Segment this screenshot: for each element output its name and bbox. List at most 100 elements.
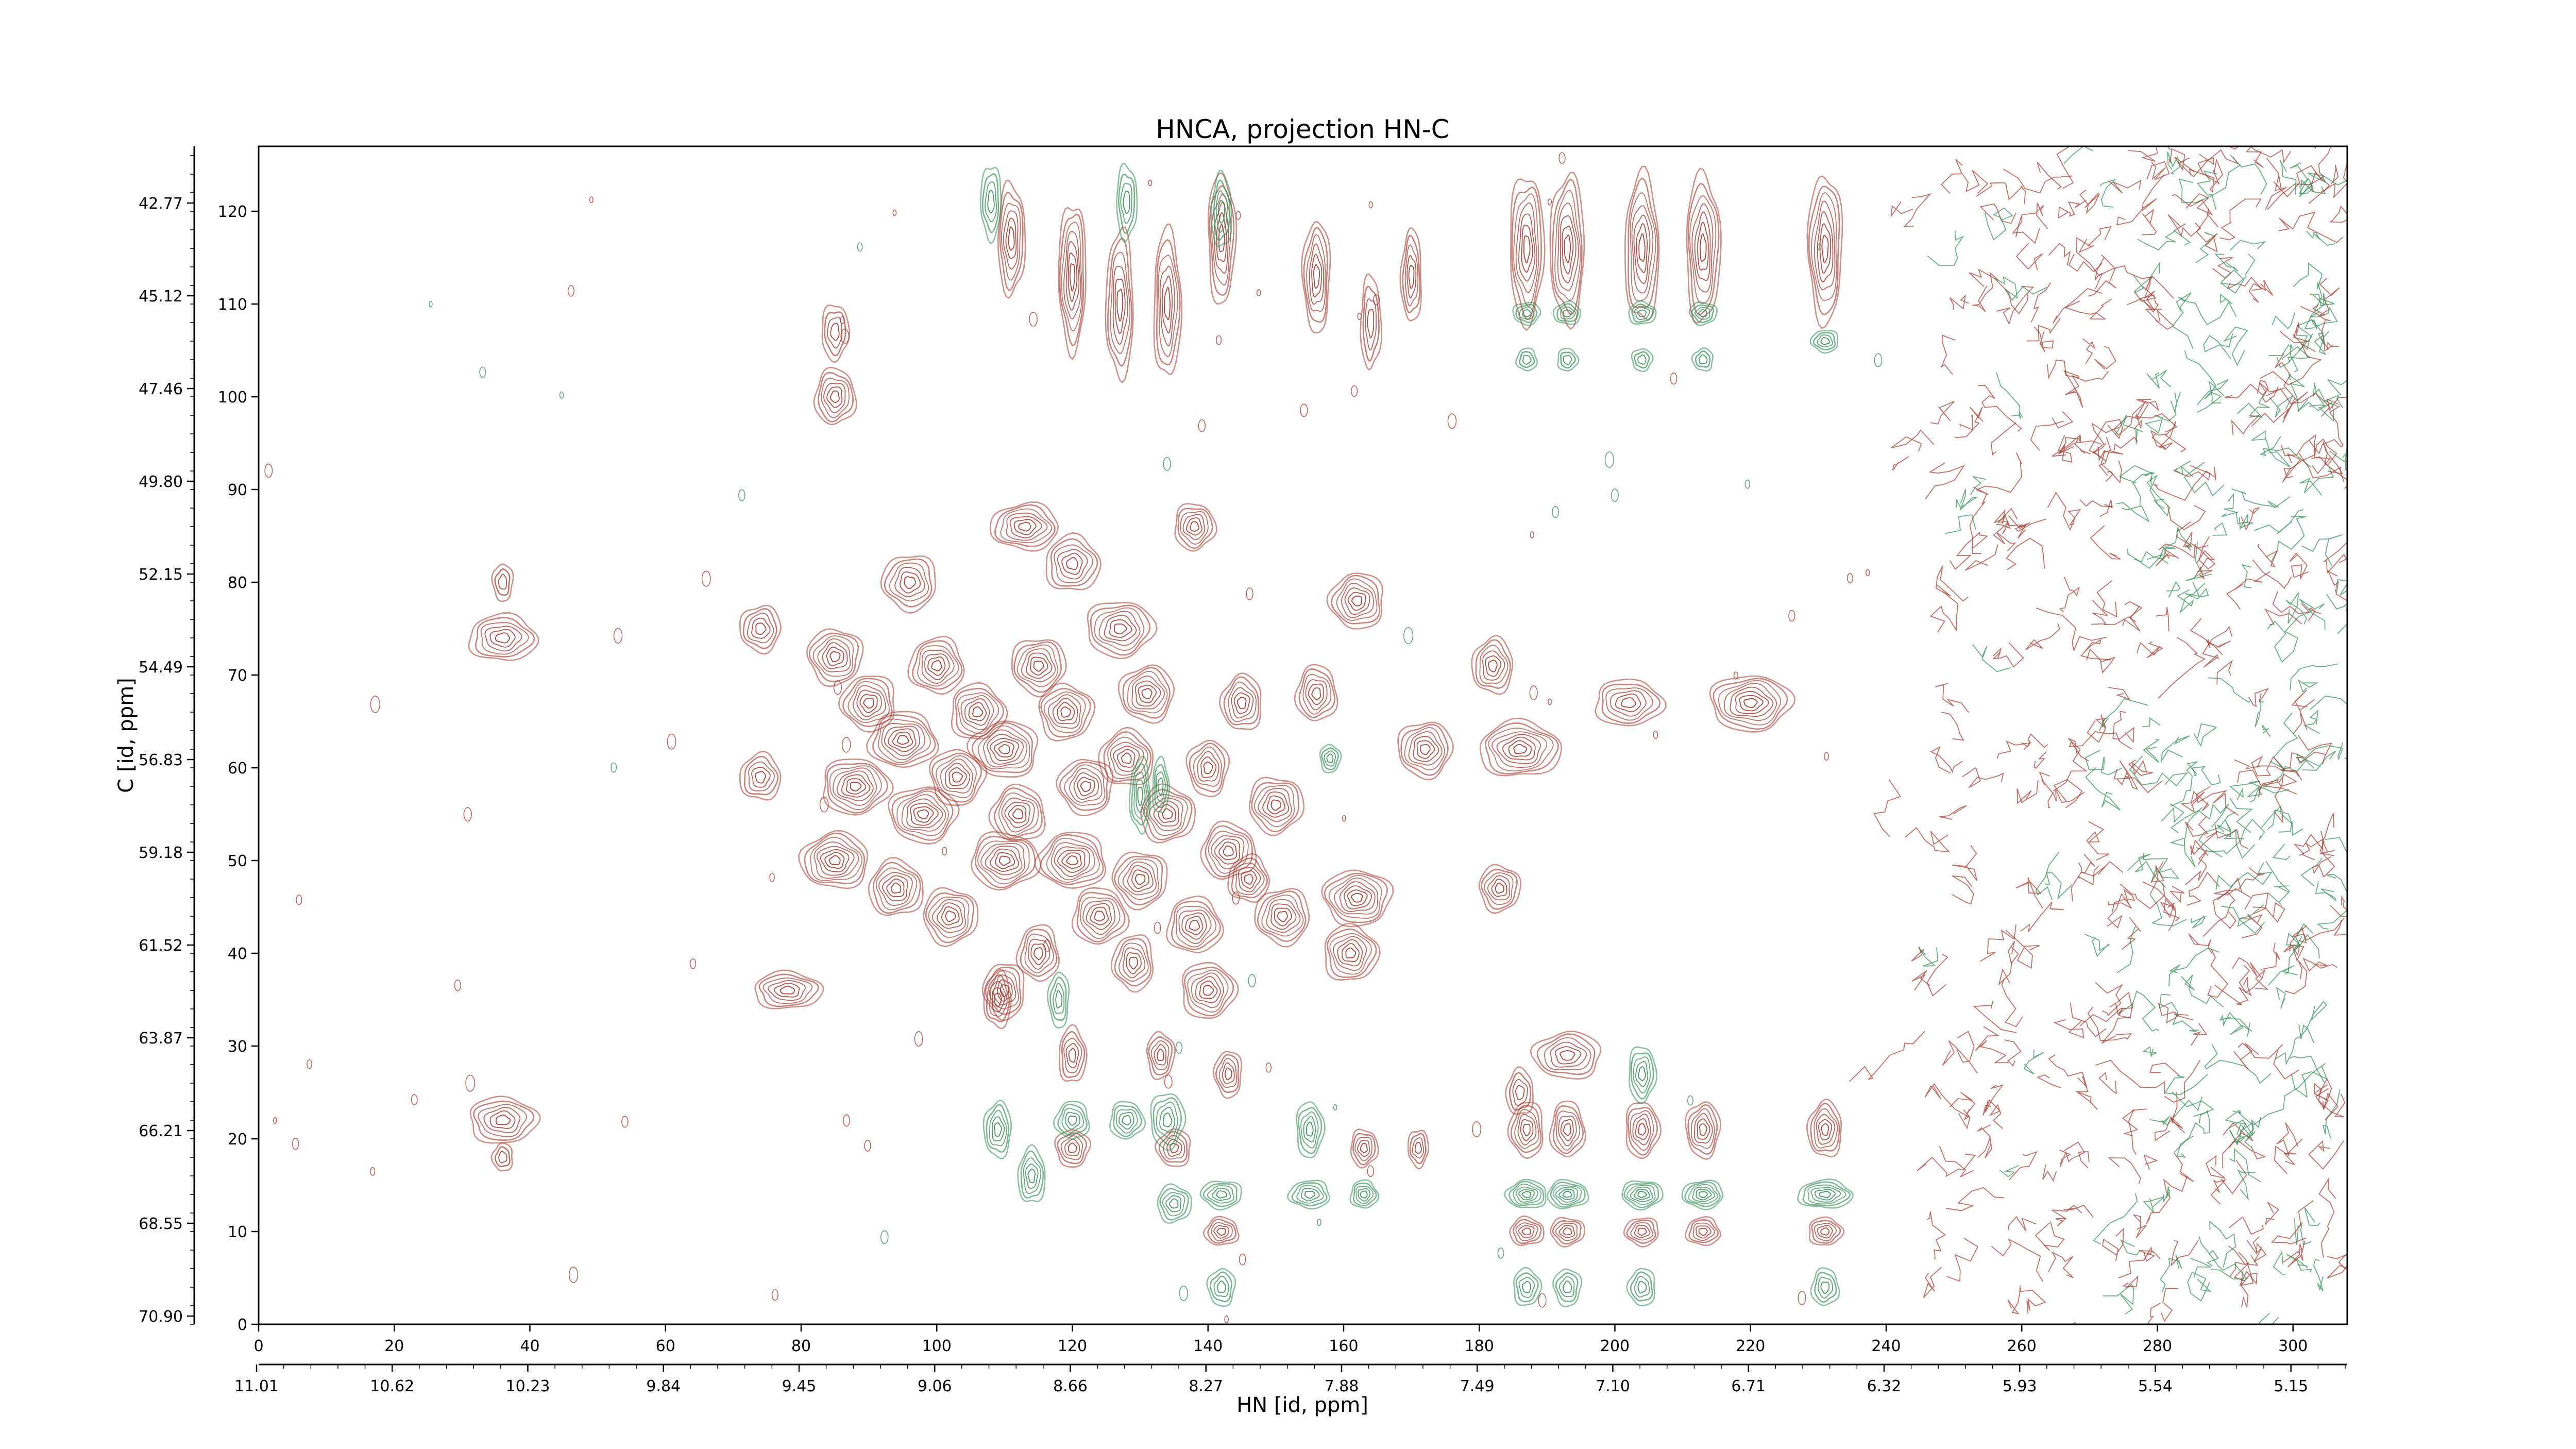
noise-contour bbox=[2142, 881, 2180, 922]
y-index-tick-label: 10 bbox=[228, 1223, 247, 1241]
noise-contour bbox=[2219, 1012, 2253, 1035]
noise-contour bbox=[2122, 1109, 2139, 1137]
noise-contour bbox=[2270, 516, 2307, 562]
noise-contour bbox=[1918, 947, 1939, 967]
noise-contour bbox=[2059, 577, 2080, 613]
x-index-tick-label: 0 bbox=[253, 1337, 263, 1355]
noise-contour bbox=[2113, 402, 2149, 436]
noise-contour bbox=[1996, 285, 2035, 325]
y-index-tick-label: 80 bbox=[228, 574, 247, 592]
noise-contour bbox=[2293, 834, 2324, 861]
noise-contour bbox=[2115, 414, 2144, 445]
noise-contour bbox=[2227, 146, 2291, 164]
noise-contour bbox=[2297, 399, 2334, 423]
noise-contour bbox=[1972, 644, 2011, 672]
noise-blip bbox=[1824, 752, 1829, 761]
x-index-tick-label: 60 bbox=[656, 1337, 675, 1355]
noise-blip bbox=[1367, 1165, 1375, 1177]
noise-contour bbox=[2266, 611, 2312, 663]
noise-contour bbox=[1964, 544, 1998, 571]
noise-blip bbox=[559, 391, 564, 399]
noise-contour bbox=[2169, 886, 2185, 903]
peak-55 bbox=[1015, 924, 1060, 982]
noise-contour bbox=[2158, 543, 2209, 559]
peak-12 bbox=[823, 759, 894, 816]
noise-contour bbox=[2283, 943, 2304, 962]
noise-blip bbox=[1351, 385, 1358, 397]
noise-contour bbox=[2291, 689, 2315, 711]
peak-3 bbox=[490, 1142, 513, 1172]
noise-blip bbox=[1216, 335, 1222, 345]
noise-contour bbox=[2299, 599, 2326, 631]
noise-contour bbox=[2063, 146, 2093, 164]
noise-contour bbox=[1941, 159, 1963, 194]
peak-113 bbox=[1512, 301, 1541, 326]
noise-contour bbox=[2116, 502, 2150, 523]
peak-9 bbox=[806, 628, 864, 687]
noise-contour bbox=[2212, 522, 2228, 536]
noise-contour bbox=[2236, 1169, 2256, 1201]
noise-contour bbox=[2122, 917, 2141, 950]
noise-contour bbox=[1996, 372, 2023, 419]
noise-contour bbox=[2289, 552, 2309, 580]
noise-blip bbox=[429, 300, 433, 308]
noise-contour bbox=[2290, 162, 2314, 195]
peak-16 bbox=[923, 887, 979, 948]
peak-121 bbox=[1691, 347, 1714, 372]
noise-contour bbox=[2252, 559, 2292, 589]
noise-contour bbox=[2053, 738, 2088, 792]
peak-11 bbox=[866, 711, 939, 768]
noise-blip bbox=[1547, 198, 1552, 206]
noise-contour bbox=[2307, 1001, 2327, 1043]
noise-contour bbox=[2036, 608, 2107, 652]
noise-contour bbox=[2304, 293, 2326, 330]
noise-contour bbox=[2290, 663, 2338, 690]
peak-27 bbox=[1038, 682, 1096, 742]
peak-95 bbox=[982, 1099, 1012, 1159]
noise-contour bbox=[2296, 743, 2344, 769]
noise-contour bbox=[2008, 940, 2019, 965]
noise-contour bbox=[2187, 871, 2220, 906]
noise-contour bbox=[1972, 272, 1999, 312]
noise-contour bbox=[2262, 724, 2271, 737]
noise-contour bbox=[2053, 779, 2083, 808]
noise-blip bbox=[1670, 372, 1677, 385]
noise-contour bbox=[2004, 1039, 2022, 1067]
noise-contour bbox=[2190, 831, 2218, 856]
noise-contour bbox=[2285, 591, 2308, 625]
x-index-tick-label: 140 bbox=[1193, 1337, 1223, 1355]
noise-contour bbox=[2334, 579, 2347, 596]
noise-blip bbox=[892, 209, 897, 216]
noise-contour bbox=[2163, 1186, 2171, 1202]
noise-contour bbox=[2167, 505, 2206, 530]
noise-contour bbox=[2052, 434, 2102, 457]
noise-contour bbox=[2279, 322, 2309, 344]
noise-contour bbox=[2015, 877, 2044, 909]
noise-blip bbox=[843, 1114, 851, 1127]
noise-contour bbox=[2272, 844, 2291, 861]
noise-contour bbox=[2063, 370, 2083, 408]
noise-contour bbox=[2144, 1154, 2158, 1170]
x-index-tick-label: 300 bbox=[2278, 1337, 2308, 1355]
noise-blip bbox=[621, 1116, 629, 1128]
noise-contour bbox=[2251, 755, 2284, 777]
peak-52 bbox=[1479, 717, 1563, 777]
noise-contour bbox=[2139, 1250, 2161, 1262]
noise-contour bbox=[2179, 164, 2241, 203]
noise-blip bbox=[1798, 1291, 1806, 1305]
noise-contour bbox=[2226, 570, 2271, 610]
noise-contour bbox=[1930, 746, 1963, 774]
noise-contour bbox=[1946, 1237, 1978, 1282]
noise-contour bbox=[2302, 750, 2336, 771]
noise-contour bbox=[2146, 474, 2171, 517]
x-ppm-tick-label: 9.06 bbox=[918, 1377, 952, 1395]
noise-contour bbox=[2291, 1065, 2328, 1099]
noise-blip bbox=[1558, 152, 1566, 164]
noise-contour bbox=[2274, 1122, 2299, 1174]
noise-contour bbox=[1911, 970, 1930, 990]
y-ppm-tick-label: 52.15 bbox=[139, 566, 183, 584]
noise-contour bbox=[2292, 918, 2345, 941]
noise-contour bbox=[2174, 1153, 2194, 1182]
